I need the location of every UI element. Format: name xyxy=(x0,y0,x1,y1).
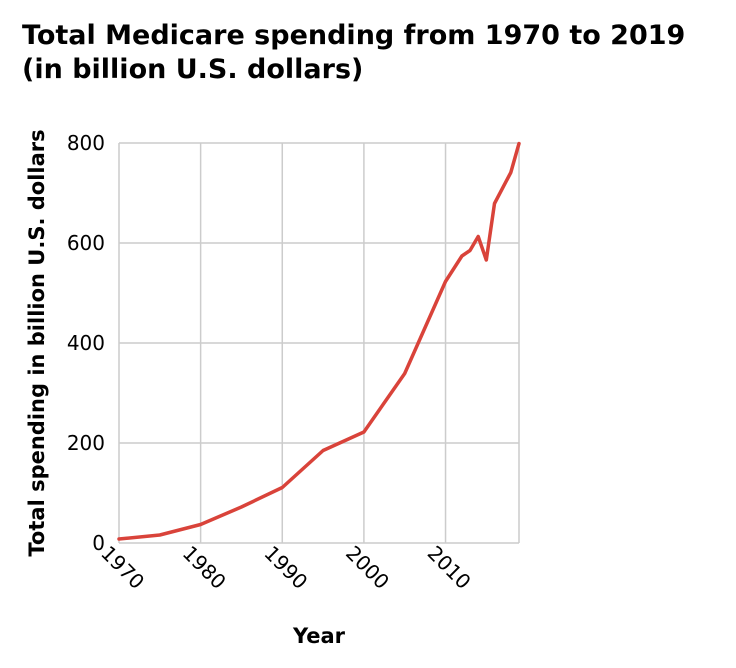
y-tick-label: 400 xyxy=(67,331,105,355)
x-tick-label: 1980 xyxy=(178,541,231,594)
y-tick-label: 0 xyxy=(92,531,105,555)
x-axis-label: Year xyxy=(292,624,346,648)
x-tick-label: 2000 xyxy=(341,541,394,594)
chart-title-line-1: Total Medicare spending from 1970 to 201… xyxy=(22,20,685,51)
x-tick-label: 1990 xyxy=(259,541,312,594)
y-tick-labels: 0 200 400 600 800 xyxy=(67,131,105,555)
chart-title-line-2: (in billion U.S. dollars) xyxy=(22,54,363,85)
series-line xyxy=(117,141,521,541)
series-layer xyxy=(117,141,521,541)
y-tick-label: 600 xyxy=(67,231,105,255)
x-tick-label: 2010 xyxy=(423,541,476,594)
y-tick-label: 200 xyxy=(67,431,105,455)
y-axis-label: Total spending in billion U.S. dollars xyxy=(25,129,49,556)
y-tick-label: 800 xyxy=(67,131,105,155)
x-tick-labels: 1970 1980 1990 2000 2010 xyxy=(96,541,475,594)
grid-lines xyxy=(118,142,520,544)
